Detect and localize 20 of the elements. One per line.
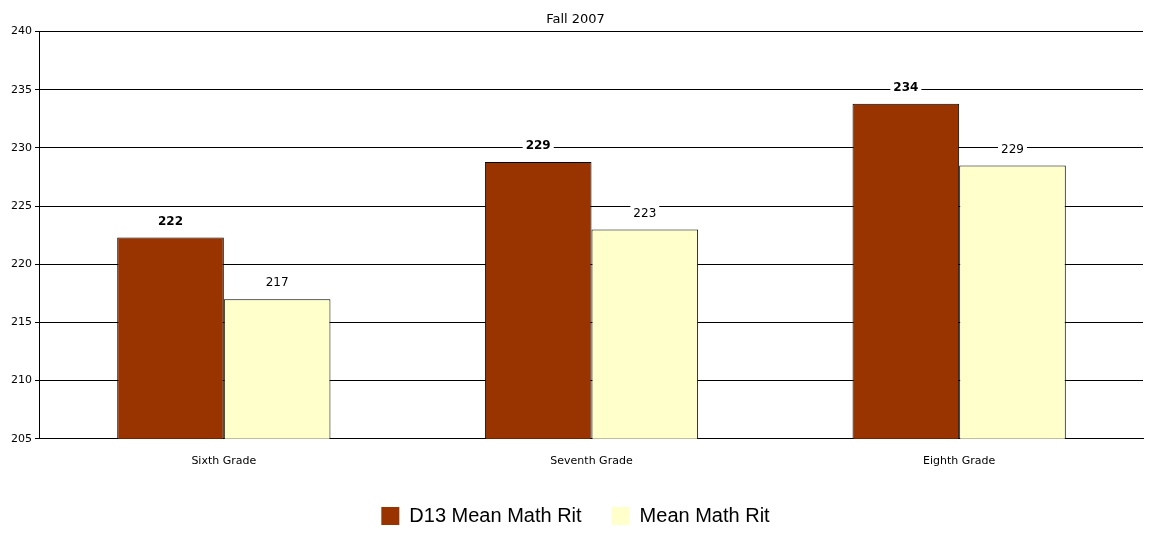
x-tick-label: Eighth Grade	[923, 454, 996, 468]
y-tick-label: 235	[11, 82, 32, 96]
y-tick-label: 240	[11, 24, 32, 38]
data-label: 234	[893, 79, 919, 94]
y-tick-label: 225	[11, 198, 32, 212]
x-tick-label: Seventh Grade	[550, 454, 633, 468]
y-tick-label: 230	[11, 140, 32, 154]
data-label: 222	[157, 213, 184, 228]
data-label: 223	[633, 205, 657, 220]
data-label: 229	[525, 138, 551, 153]
legend-label: D13 Mean Math Rit	[409, 503, 583, 526]
legend-label: Mean Math Rit	[639, 503, 771, 526]
y-tick-label: 210	[11, 373, 32, 387]
y-tick-label: 220	[11, 257, 32, 271]
x-tick-label: Sixth Grade	[191, 454, 257, 468]
y-tick-label: 205	[11, 431, 32, 445]
chart-title: Fall 2007	[546, 11, 605, 27]
y-tick-label: 215	[11, 315, 32, 329]
data-label: 229	[1001, 141, 1024, 156]
data-label: 217	[265, 275, 289, 290]
